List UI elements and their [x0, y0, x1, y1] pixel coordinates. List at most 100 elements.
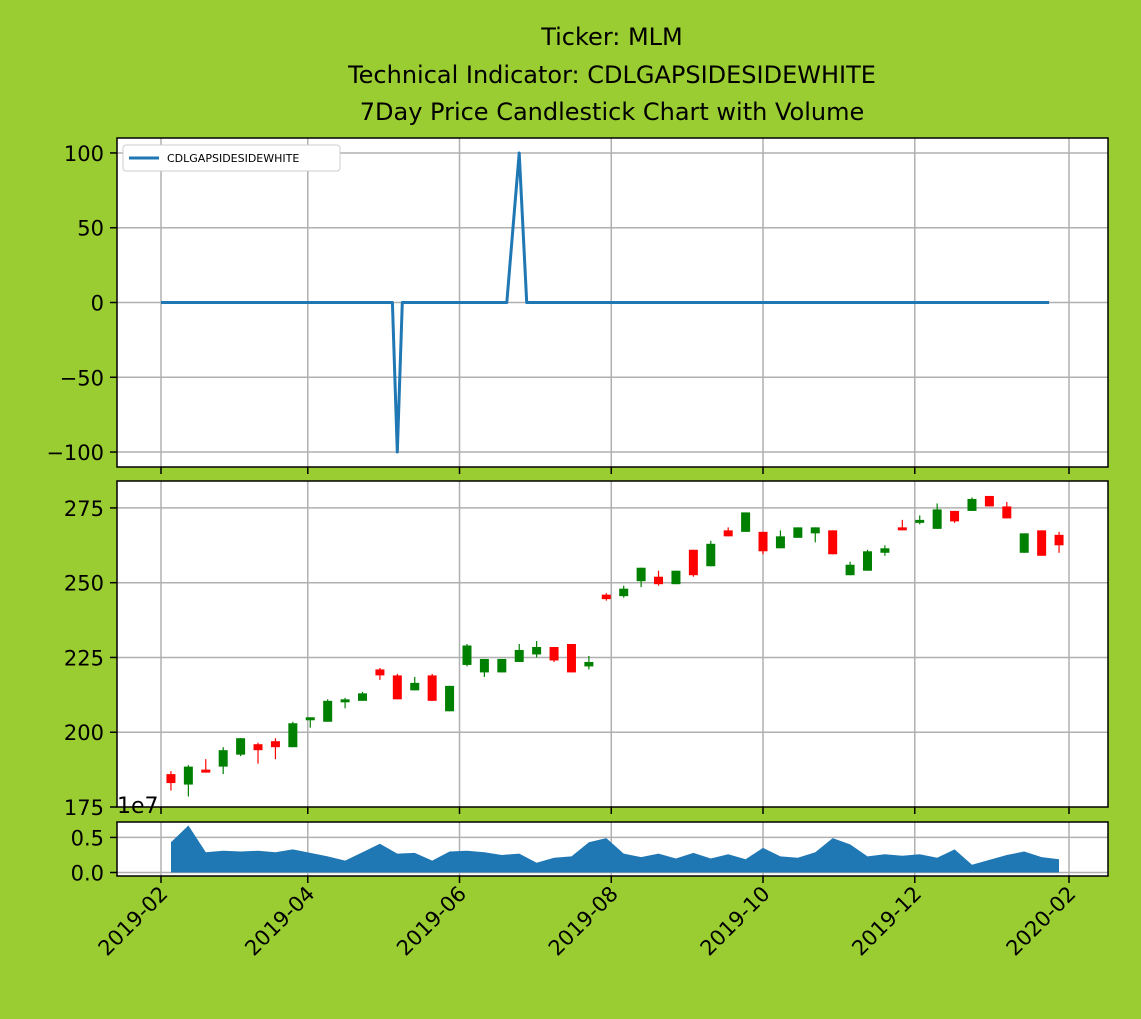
candle-body: [845, 564, 855, 576]
candle-body: [375, 669, 385, 676]
y-tick-label: 175: [64, 796, 104, 820]
y-tick-label: 225: [64, 646, 104, 670]
candle: [671, 570, 681, 585]
candle: [810, 527, 820, 543]
candle: [323, 699, 333, 722]
candle-body: [1037, 530, 1047, 556]
candle-body: [183, 766, 193, 785]
candle-body: [218, 750, 228, 767]
volume-area: [171, 825, 1059, 873]
volume-offset-label: 1e7: [117, 794, 159, 819]
candle-body: [1019, 533, 1029, 553]
y-tick-label: 250: [64, 572, 104, 596]
candle: [1037, 530, 1047, 556]
candle: [880, 545, 890, 556]
candle: [218, 747, 228, 775]
candle: [549, 646, 559, 662]
candle: [479, 658, 489, 677]
candle-body: [723, 530, 733, 537]
candle-body: [897, 527, 907, 531]
indicator-line: [161, 151, 1050, 454]
candle-body: [305, 717, 315, 721]
price-y-axis: 175 200 225 250 275: [64, 497, 117, 820]
candle: [636, 567, 646, 588]
candle-body: [688, 549, 698, 576]
volume-panel: 0.00.5 1e7: [71, 794, 1109, 885]
y-tick-label: 0: [91, 292, 104, 316]
volume-y-axis: 0.00.5: [71, 826, 117, 885]
candle: [688, 549, 698, 577]
candle-body: [741, 512, 751, 532]
indicator-legend: CDLGAPSIDESIDEWHITE: [122, 144, 341, 172]
candle-body: [166, 774, 176, 784]
price-frame: [116, 480, 1109, 808]
candle: [915, 515, 925, 525]
candle-body: [236, 738, 246, 755]
candle: [741, 512, 751, 532]
candle-body: [671, 570, 681, 585]
legend-box: [122, 144, 341, 172]
candle-body: [1002, 506, 1012, 519]
candle: [967, 497, 977, 511]
legend-label: CDLGAPSIDESIDEWHITE: [167, 152, 299, 165]
candle-body: [253, 744, 263, 751]
candle-body: [410, 682, 420, 691]
candle: [1002, 501, 1012, 519]
candle-body: [828, 530, 838, 555]
candle: [984, 495, 994, 507]
candle-body: [479, 658, 489, 673]
candle-body: [549, 646, 559, 661]
candle: [514, 644, 524, 662]
candle-body: [706, 543, 716, 567]
title-line-3: 7Day Price Candlestick Chart with Volume: [360, 98, 865, 126]
candle-body: [758, 531, 768, 552]
candle: [358, 691, 368, 701]
price-plot-area: [117, 481, 1108, 807]
candle: [462, 644, 472, 667]
candle-body: [636, 567, 646, 582]
y-tick-label: −50: [60, 366, 104, 390]
chart-title: Ticker: MLM Technical Indicator: CDLGAPS…: [347, 23, 876, 126]
candle-body: [862, 551, 872, 571]
candle: [793, 527, 803, 538]
y-tick-label: −100: [46, 441, 104, 465]
candle-body: [427, 675, 437, 701]
candle-body: [793, 527, 803, 538]
candle: [758, 531, 768, 555]
candle: [427, 673, 437, 701]
candle: [862, 549, 872, 571]
candle: [253, 742, 263, 764]
candle: [584, 655, 594, 670]
candle: [619, 585, 629, 598]
candle: [201, 759, 211, 773]
y-tick-label: 50: [77, 217, 104, 241]
candle-body: [950, 510, 960, 522]
candle-body: [654, 576, 664, 585]
candle-body: [915, 519, 925, 523]
candle: [288, 721, 298, 748]
candle: [340, 697, 350, 709]
candle: [532, 641, 542, 658]
candle: [932, 503, 942, 529]
candle-body: [497, 658, 507, 673]
candle: [654, 570, 664, 586]
indicator-frame: [116, 137, 1109, 468]
candle-body: [932, 509, 942, 529]
candle: [305, 717, 315, 728]
candle: [183, 765, 193, 797]
candle-body: [1054, 534, 1064, 546]
candlesticks: [166, 495, 1064, 797]
indicator-panel: −100 −50 0 50 100 CDLGAPSIDESIDEWHITE: [46, 137, 1109, 468]
candle: [392, 673, 402, 700]
candle-body: [445, 685, 455, 712]
title-line-1: Ticker: MLM: [540, 23, 683, 51]
candle-body: [584, 661, 594, 667]
candle: [1019, 533, 1029, 553]
candle: [601, 593, 611, 601]
candle-body: [201, 769, 211, 773]
candle: [375, 667, 385, 680]
indicator-y-axis: −100 −50 0 50 100: [46, 142, 117, 465]
candle: [236, 738, 246, 757]
candle-body: [392, 675, 402, 700]
